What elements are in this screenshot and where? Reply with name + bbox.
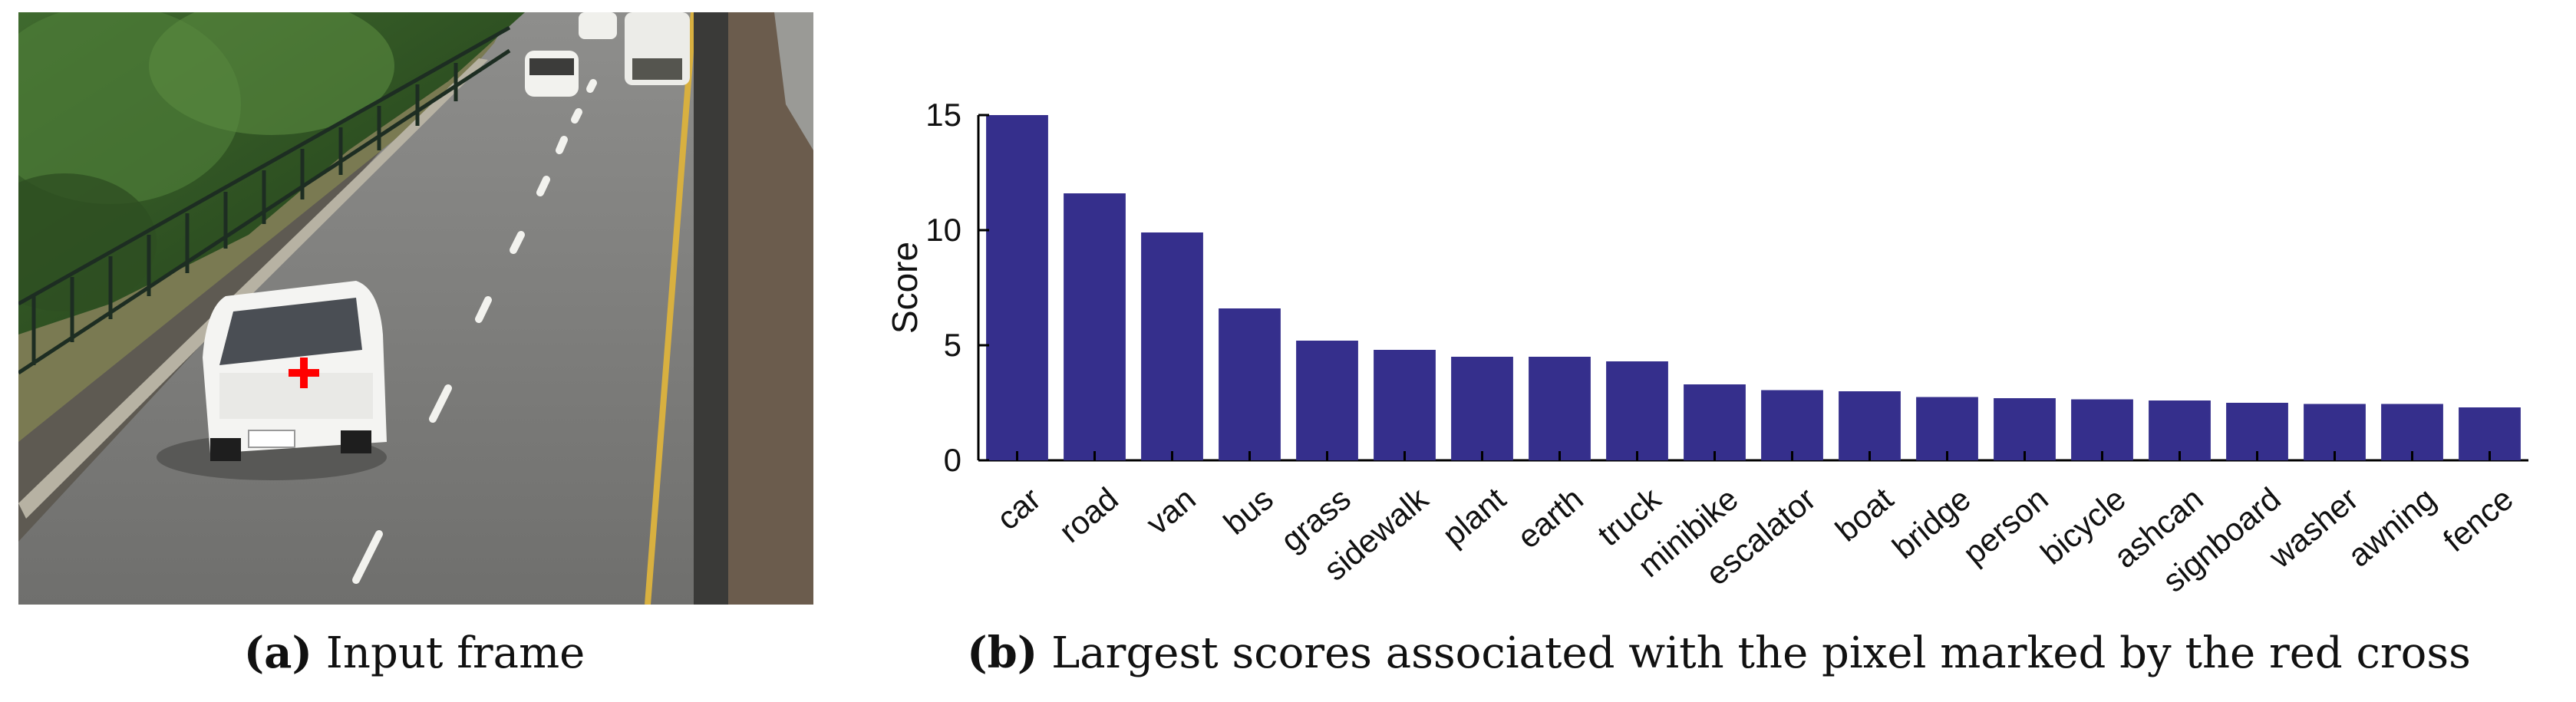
x-tick-label-person: person — [1956, 480, 2055, 572]
x-tick-label-bicycle: bicycle — [2033, 480, 2132, 572]
x-tick-label-fence: fence — [2436, 480, 2520, 559]
chart-bars — [986, 115, 2521, 460]
x-tick-label-car: car — [990, 480, 1047, 537]
y-tick-label: 0 — [944, 442, 961, 478]
x-tick-label-earth: earth — [1510, 480, 1590, 555]
curb — [18, 58, 488, 519]
y-tick-label: 10 — [925, 212, 961, 248]
y-tick-label: 15 — [925, 97, 961, 133]
x-tick-label-signboard: signboard — [2155, 480, 2287, 599]
chart-axes — [977, 115, 2528, 462]
x-tick-label-truck: truck — [1591, 480, 1668, 553]
bar-sidewalk — [1374, 350, 1436, 460]
x-tick-label-minibike: minibike — [1631, 480, 1745, 584]
x-tick-label-road: road — [1052, 480, 1125, 549]
x-tick-label-washer: washer — [2261, 480, 2365, 575]
bar-road — [1064, 193, 1126, 460]
bar-grass — [1296, 341, 1358, 460]
input-frame-image — [18, 12, 813, 605]
bar-ashcan — [2149, 400, 2211, 460]
median — [728, 12, 813, 605]
fence — [18, 25, 511, 375]
x-tick-label-awning: awning — [2341, 480, 2442, 574]
red-cross-marker — [289, 358, 319, 388]
x-tick-label-boat: boat — [1829, 480, 1900, 549]
y-tick-label: 5 — [944, 327, 961, 363]
bar-minibike — [1684, 384, 1746, 460]
distant-car — [579, 12, 617, 39]
caption-b-text: Largest scores associated with the pixel… — [1051, 628, 2471, 678]
caption-b-tag: (b) — [967, 628, 1038, 678]
bar-fence — [2459, 407, 2521, 460]
bar-plant — [1451, 357, 1513, 460]
bar-escalator — [1761, 390, 1823, 460]
bar-earth — [1529, 357, 1591, 460]
lane-markings — [352, 79, 597, 584]
x-tick-label-grass: grass — [1274, 480, 1357, 559]
bar-bicycle — [2071, 399, 2133, 460]
x-tick-label-ashcan: ashcan — [2107, 480, 2210, 575]
bar-signboard — [2226, 403, 2288, 460]
caption-a: (a) Input frame — [215, 628, 614, 689]
white-van — [157, 281, 387, 480]
caption-a-tag: (a) — [243, 628, 312, 678]
bar-person — [1994, 398, 2056, 460]
barrier — [694, 12, 728, 605]
bar-van — [1141, 232, 1203, 460]
bar-bridge — [1916, 397, 1978, 460]
x-tick-label-sidewalk: sidewalk — [1317, 480, 1435, 588]
bar-car — [986, 115, 1048, 460]
bar-truck — [1606, 361, 1668, 460]
bar-washer — [2304, 404, 2366, 460]
x-tick-label-bus: bus — [1217, 480, 1280, 542]
caption-a-text: Input frame — [325, 628, 585, 678]
x-tick-label-bridge: bridge — [1885, 480, 1977, 565]
x-tick-label-plant: plant — [1436, 480, 1512, 553]
x-tick-label-van: van — [1140, 480, 1202, 542]
bar-bus — [1219, 308, 1281, 460]
y-axis-label: Score — [885, 242, 925, 334]
edge-line — [645, 12, 697, 605]
caption-b: (b) Largest scores associated with the p… — [952, 628, 2486, 689]
x-tick-label-escalator: escalator — [1699, 480, 1822, 592]
bar-boat — [1839, 391, 1901, 460]
bar-awning — [2381, 404, 2443, 460]
y-ticks: 0 5 10 15 — [925, 97, 989, 478]
